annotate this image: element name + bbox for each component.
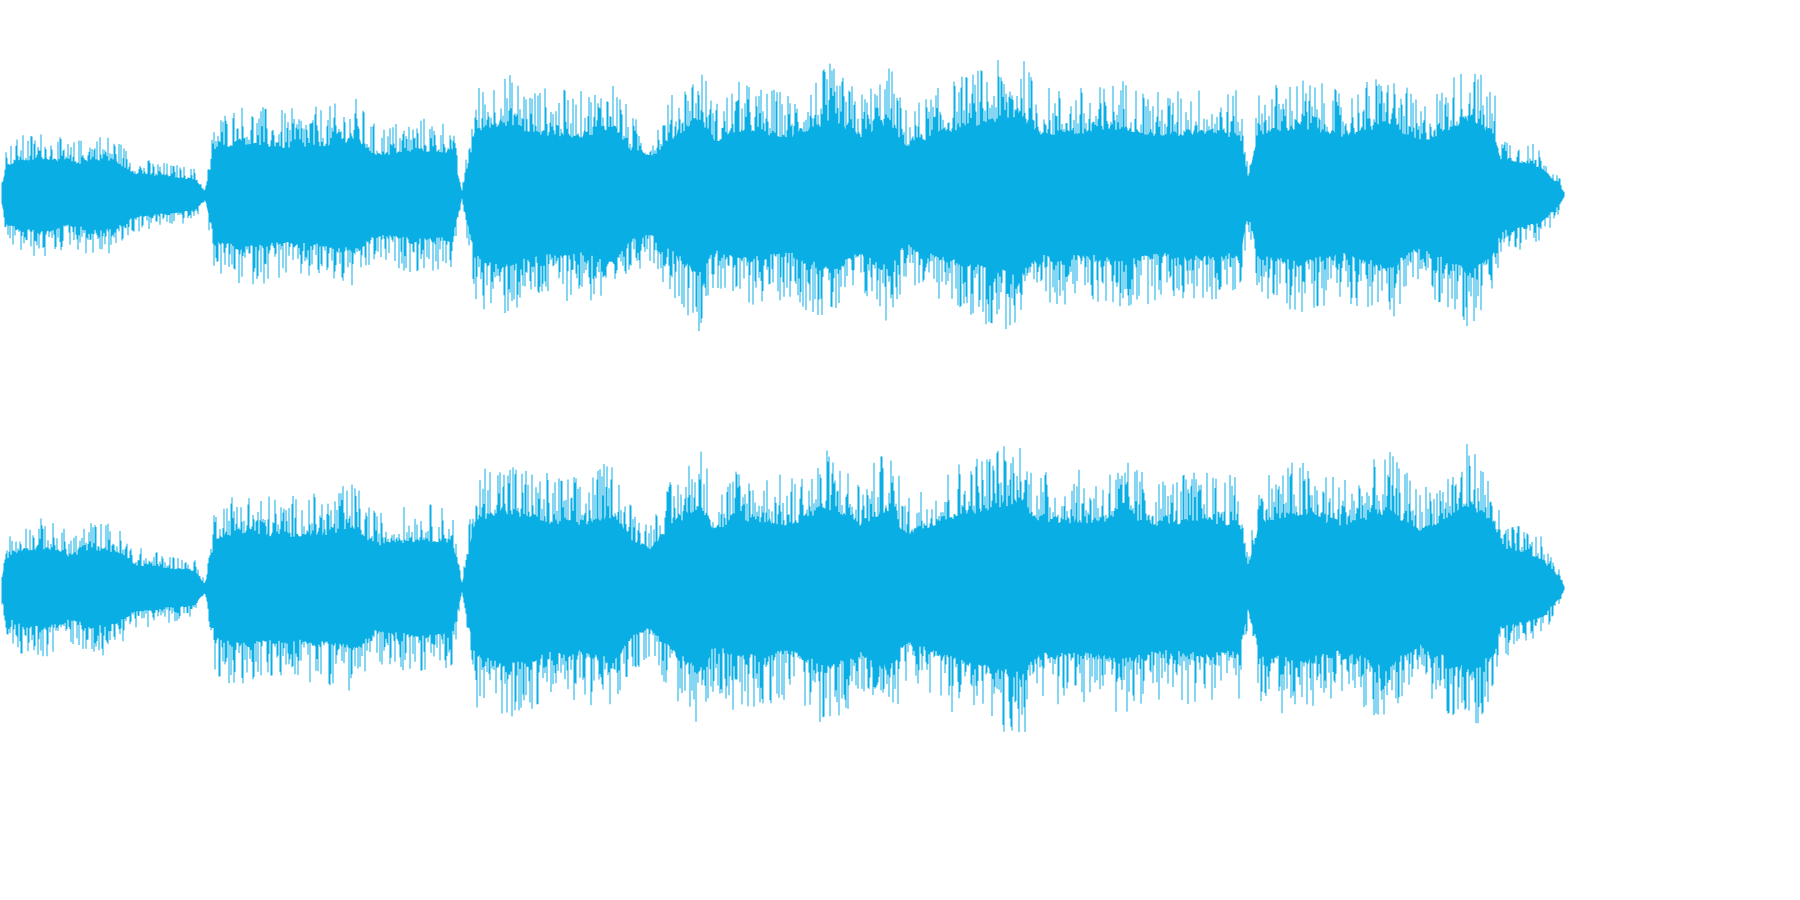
waveform-peaks (1, 60, 1565, 332)
waveform-peaks (1, 444, 1565, 733)
waveform-channel-bottom (1, 444, 1565, 733)
waveform-channel-top (1, 60, 1565, 332)
